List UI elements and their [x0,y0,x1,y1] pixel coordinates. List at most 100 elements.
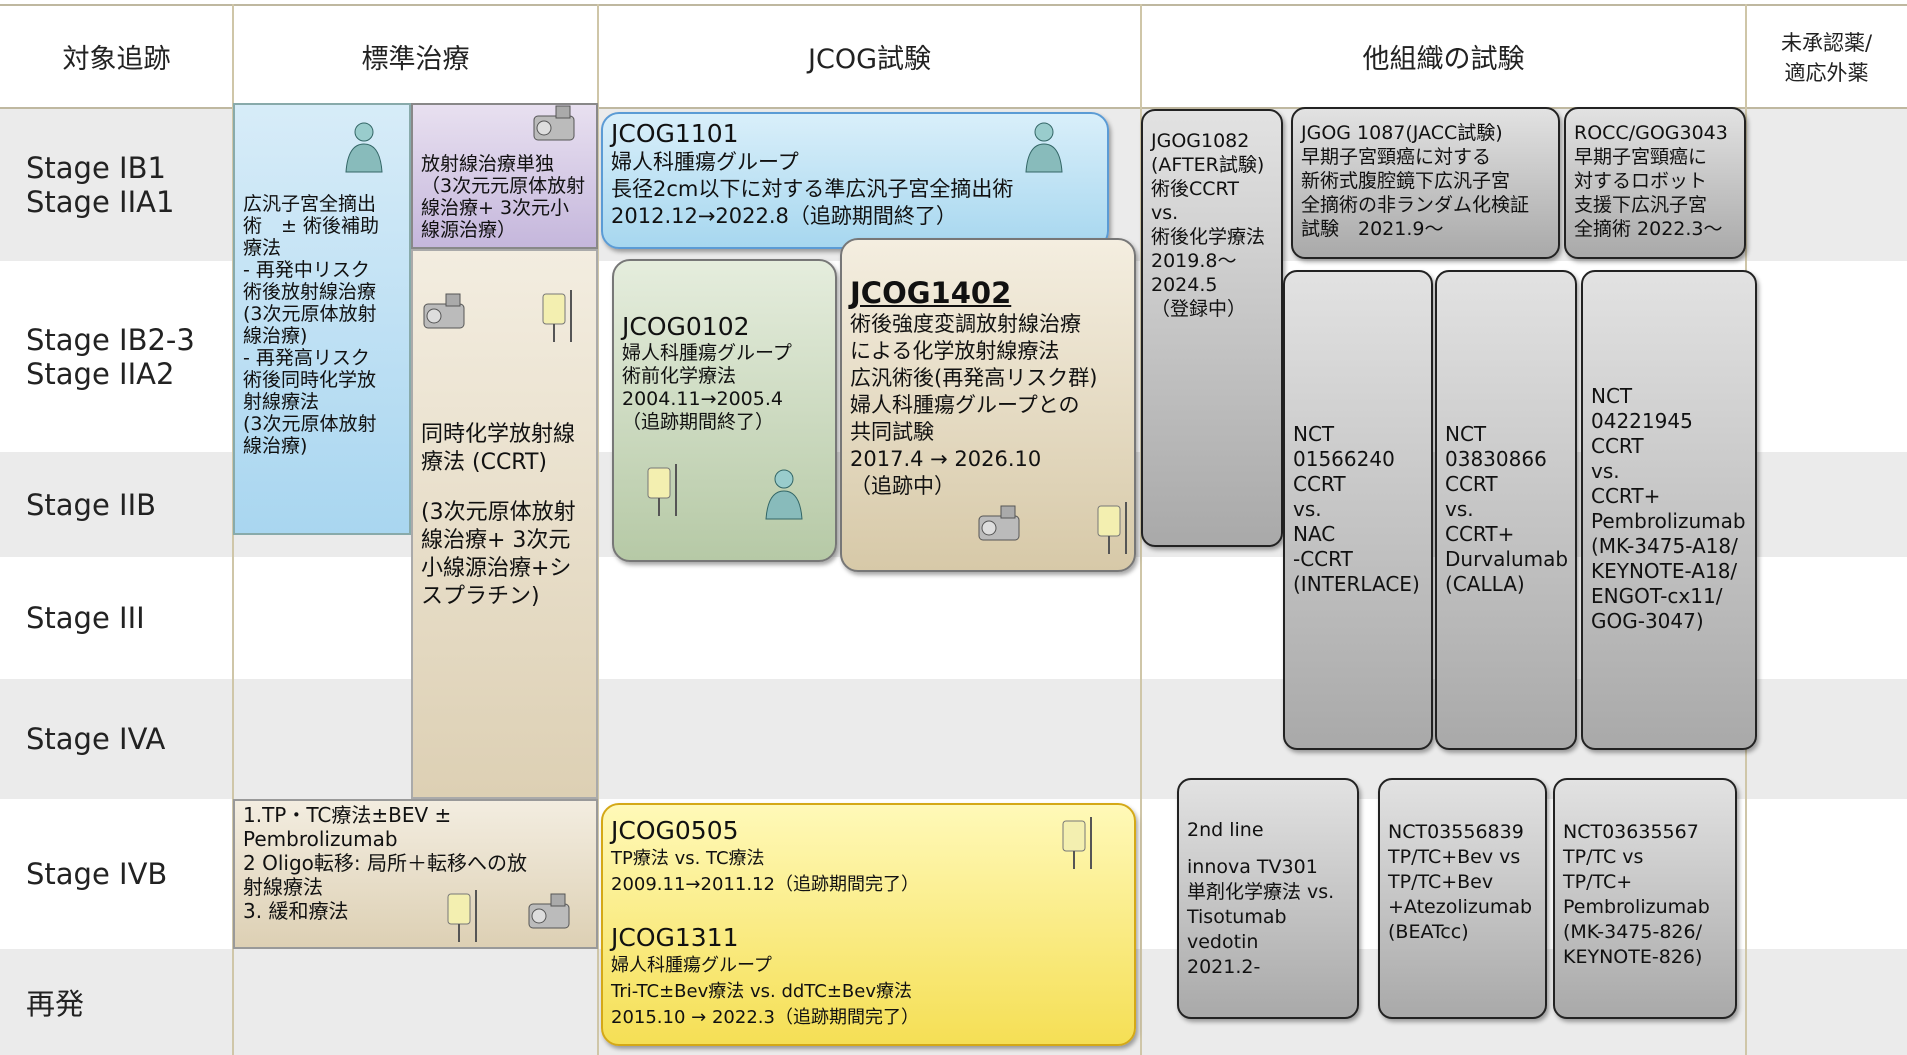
trial-box: 2nd line innova TV301 単剤化学療法 vs. Tisotumab v… [1177,778,1359,1019]
machine-icon [528,893,570,929]
text-line: 04221945 [1591,409,1693,433]
text-line: （3次元元原体放射 [421,175,586,197]
text-line: 全摘術 2022.3～ [1574,218,1723,240]
text-line: 早期子宮頸癌に [1574,146,1708,168]
trial-box: NCT03635567 TP/TC vs TP/TC+ Pembrolizumab (M… [1553,778,1737,1019]
iv-icon [542,290,572,342]
text-line: 3. 緩和療法 [243,899,349,923]
text-line: TP療法 vs. TC療法 [611,848,765,869]
text-line: NCT03635567 [1563,821,1699,843]
text-line: 対するロボット [1574,170,1708,192]
text-line: 2 Oligo転移: 局所＋転移への放 [243,851,527,875]
text-line: スプラチン) [421,584,540,609]
text-line: vs. [1445,497,1474,521]
text-line: vs. [1591,459,1620,483]
trial-box: JCOG1402 術後強度変調放射線治療 による化学放射線療法 広汎術後(再発高リスク… [840,238,1136,572]
text-line: 1.TP・TC療法±BEV ± [243,803,452,827]
text-line: TP/TC vs [1563,846,1644,868]
machine-icon [978,505,1020,541]
text-line: +Atezolizumab [1388,896,1533,918]
text-line: vs. [1293,497,1322,521]
column-header: 未承認薬/適応外薬 [1746,6,1907,107]
text-line: Stage IB2-3 [26,322,195,357]
trial-box: JGOG 1087(JACC試験) 早期子宮頸癌に対する 新術式腹腔鏡下広汎子宮 全摘… [1291,107,1560,259]
text-line: (MK-3475-A18/ [1591,534,1738,558]
row-label: Stage IB1 Stage IIA1 [0,109,233,261]
text-line: Stage IB1 [26,151,166,185]
text-line: Stage IIA2 [26,356,175,391]
doc-icon [345,122,383,173]
text-line: 新術式腹腔鏡下広汎子宮 [1301,170,1511,192]
text-line: GOG-3047) [1591,609,1704,633]
text-line: -CCRT [1293,547,1353,571]
text-line: （追跡中） [850,474,955,498]
text-line: 広汎子宮全摘出 [243,193,377,215]
trial-box: 広汎子宮全摘出術 ± 術後補助 療法 - 再発中リスク 術後放射線治療 (3次元原体放射… [233,103,411,535]
row-label: 再発 [0,949,233,1055]
text-line: Tisotumab [1187,906,1287,928]
text-line: (AFTER試験) [1151,154,1265,176]
iv-icon [447,890,477,942]
text-line: ROCC/GOG3043 [1574,122,1728,144]
text-line: 03830866 [1445,447,1547,471]
trial-box: JCOG1101 婦人科腫瘍グループ 長径2cm以下に対する準広汎子宮全摘出術 201… [601,112,1109,249]
trial-box: NCT03556839 TP/TC+Bev vs TP/TC+Bev +Atezoli… [1378,778,1547,1019]
text-line: KEYNOTE-826) [1563,946,1703,968]
text-line: JCOG試験 [808,44,931,75]
machine-icon [533,105,575,141]
text-line: 術後同時化学放 [243,369,377,391]
text-line: 術後放射線治療 [243,281,377,303]
text-line: NCT [1591,384,1633,408]
trial-box: ROCC/GOG3043 早期子宮頸癌に 対するロボット 支援下広汎子宮 全摘術 202… [1564,107,1746,259]
text-line: （登録中） [1151,298,1247,320]
trial-box: JCOG0505 TP療法 vs. TC療法 2009.11→2011.12（追跡期… [601,803,1136,1046]
text-line: 射線療法 [243,875,323,899]
row-label: Stage IVA [0,679,233,799]
text-line: 2017.4 → 2026.10 [850,447,1042,471]
text-line: JCOG0505 [611,816,739,845]
iv-icon [647,464,677,516]
trial-box: NCT 04221945 CCRT vs. CCRT+ Pembrolizumab (MK-… [1581,270,1757,750]
text-line: 術 ± 術後補助 [243,215,379,237]
text-line: 婦人科腫瘍グループ [611,150,799,174]
text-line: 線治療+ 3次元小 [421,197,570,219]
text-line: 療法 (CCRT) [421,450,548,475]
text-line: 術後強度変調放射線治療 [850,312,1081,336]
text-line: CCRT+ [1445,522,1515,546]
text-line: NCT [1445,422,1487,446]
text-line: 再発 [26,987,85,1021]
trial-box: NCT 01566240 CCRT vs. NAC -CCRT (INTERLACE) [1283,270,1433,750]
text-line: JGOG1082 [1151,130,1250,152]
doc-icon [1025,122,1063,173]
text-line: (BEATcc) [1388,921,1469,943]
text-line: Stage IIB [26,487,157,522]
text-line: Durvalumab [1445,547,1569,571]
text-line: 2024.5 [1151,274,1218,296]
text-line: JCOG1402 [850,276,1012,310]
text-line: 2021.2- [1187,956,1261,978]
column-header: 他組織の試験 [1141,6,1746,107]
header-top-rule [0,4,1907,6]
text-line: 線治療+ 3次元 [421,528,571,553]
header-rule [0,107,1907,109]
text-line: (INTERLACE) [1293,572,1420,596]
row-label: Stage IVB [0,799,233,949]
column-rule [597,4,599,1055]
text-line: (3次元原体放射 [243,413,377,435]
text-line: NAC [1293,522,1336,546]
text-line: - 再発中リスク [243,259,370,281]
text-line: 未承認薬/ [1780,30,1873,55]
text-line: (3次元原体放射 [243,303,377,325]
text-line: Stage III [26,601,145,635]
text-line: 同時化学放射線 [421,422,576,447]
text-line: 支援下広汎子宮 [1574,194,1708,216]
text-line: 婦人科腫瘍グループとの [850,393,1080,417]
text-line: 2004.11→2005.4 [622,388,783,410]
text-line: Stage IIA1 [26,185,175,219]
text-line: 共同試験 [850,420,934,444]
text-line: JCOG0102 [622,312,750,341]
text-line: CCRT [1293,472,1346,496]
text-line: KEYNOTE-A18/ [1591,559,1738,583]
text-line: 適応外薬 [1784,60,1869,85]
column-header: 対象追跡 [0,6,233,107]
